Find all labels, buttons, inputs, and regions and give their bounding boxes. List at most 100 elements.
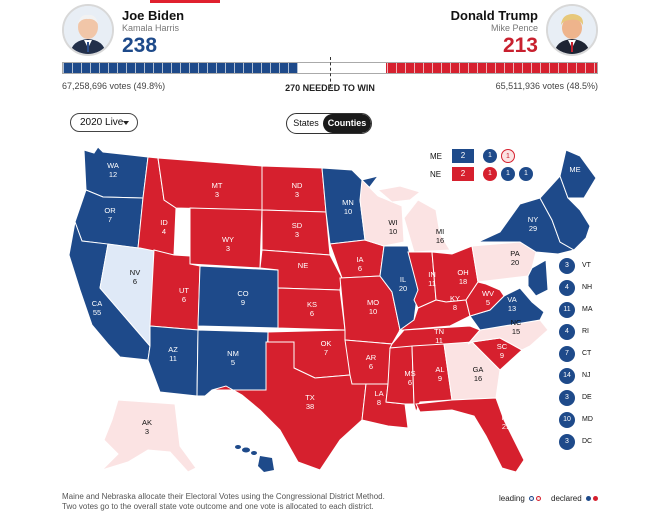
state-ev: 7 [108,215,112,224]
small-state-code: DC [582,438,593,445]
state-label-TN: TN 11 [434,327,444,345]
state-code: OR [104,206,116,215]
state-label-KS: KS 6 [307,300,317,318]
small-state-code: RI [582,328,589,335]
split-ME-district-2[interactable]: 1 [501,149,515,163]
year-select[interactable]: 2020 Live [70,113,138,132]
state-ev: 10 [344,207,352,216]
state-label-SD: SD 3 [292,221,303,239]
state-label-WA: WA 12 [107,161,119,179]
state-label-OK: OK 7 [321,339,332,357]
state-code: WV [482,289,494,298]
state-code: MI [436,227,444,236]
footnote-line-2: Two votes go to the overall state vote o… [62,502,374,511]
split-NE-district-2[interactable]: 1 [501,167,515,181]
state-ev: 6 [133,277,137,286]
state-TX[interactable] [211,341,367,471]
small-state-code: MD [582,416,593,423]
state-AK[interactable] [101,399,197,473]
pence-name: Mike Pence [490,23,538,33]
state-ev: 38 [306,402,314,411]
split-NE-total[interactable]: 2 [452,167,474,181]
state-label-AK: AK 3 [142,418,152,436]
state-ev: 3 [215,190,219,199]
small-state-ev: 3 [559,434,575,450]
footnote: Maine and Nebraska allocate their Electo… [62,492,442,512]
state-label-NM: NM 5 [227,349,239,367]
state-label-WY: WY 3 [222,235,234,253]
state-ev: 5 [486,298,490,307]
state-label-AZ: AZ 11 [168,345,178,363]
state-code: CO [237,289,248,298]
biden-avatar [62,4,114,56]
state-label-MT: MT 3 [212,181,223,199]
state-ev: 12 [109,170,117,179]
state-label-MO: MO 10 [367,298,379,316]
state-label-NE: NE [298,261,308,270]
state-label-FL: FL 29 [502,413,511,431]
biden-popular-votes: 67,258,696 votes (49.8%) [62,81,166,91]
state-ev: 16 [436,236,444,245]
state-label-ND: ND 3 [292,181,303,199]
state-ev: 11 [435,336,443,345]
state-label-SC: SC 9 [497,342,508,360]
state-FL[interactable] [415,397,525,473]
state-ev: 8 [453,303,457,312]
trump-avatar [546,4,598,56]
small-state-ev: 11 [559,302,575,318]
state-MI-up[interactable] [376,185,422,203]
state-code: ME [569,165,580,174]
state-code: UT [179,286,189,295]
state-ev: 6 [182,295,186,304]
small-state-ev: 3 [559,390,575,406]
small-state-code: MA [582,306,593,313]
state-code: AR [366,353,377,362]
state-ev: 4 [162,227,166,236]
state-ev: 20 [511,258,519,267]
declared-rep-swatch [592,496,598,502]
threshold-marker [330,57,331,87]
state-PA[interactable] [471,241,537,283]
state-code: WI [388,218,397,227]
state-ev: 20 [399,284,407,293]
state-label-HI: HI 4 [236,455,244,473]
state-ev: 10 [369,307,377,316]
state-ev: 10 [389,227,397,236]
state-WI[interactable] [359,178,405,247]
split-ME-district-1[interactable]: 1 [483,149,497,163]
state-NJ-MD-DE[interactable] [527,259,549,297]
state-ME[interactable] [559,149,597,199]
chevron-down-icon [123,121,129,125]
toggle-counties[interactable]: Counties [323,114,371,133]
state-ev: 11 [169,354,177,363]
state-ev: 15 [512,327,520,336]
small-state-code: VT [582,262,591,269]
small-state-ev: 4 [559,324,575,340]
footnote-line-1: Maine and Nebraska allocate their Electo… [62,492,385,501]
state-code: SC [497,342,508,351]
state-code: IL [400,275,406,284]
state-ev: 3 [295,190,299,199]
split-ME-total[interactable]: 2 [452,149,474,163]
state-code: FL [502,413,511,422]
state-label-OR: OR 7 [104,206,116,224]
state-KY[interactable] [398,299,471,331]
state-label-VA: VA 13 [507,295,516,313]
state-ev: 9 [241,298,245,307]
toggle-states[interactable]: States [293,118,319,128]
split-NE-district-1[interactable]: 1 [483,167,497,181]
state-ev: 6 [408,378,412,387]
view-toggle[interactable]: States Counties [286,113,372,134]
state-code: SD [292,221,303,230]
state-HI[interactable] [235,445,274,472]
state-code: NC [511,318,522,327]
split-NE-district-3[interactable]: 1 [519,167,533,181]
state-label-ID: ID 4 [160,218,168,236]
state-CA[interactable] [68,220,151,361]
state-MT[interactable] [157,157,263,211]
split-NE-code: NE [430,170,442,179]
state-label-CO: CO 9 [237,289,248,307]
state-ev: 4 [238,464,242,473]
state-label-ME: ME [569,165,580,174]
